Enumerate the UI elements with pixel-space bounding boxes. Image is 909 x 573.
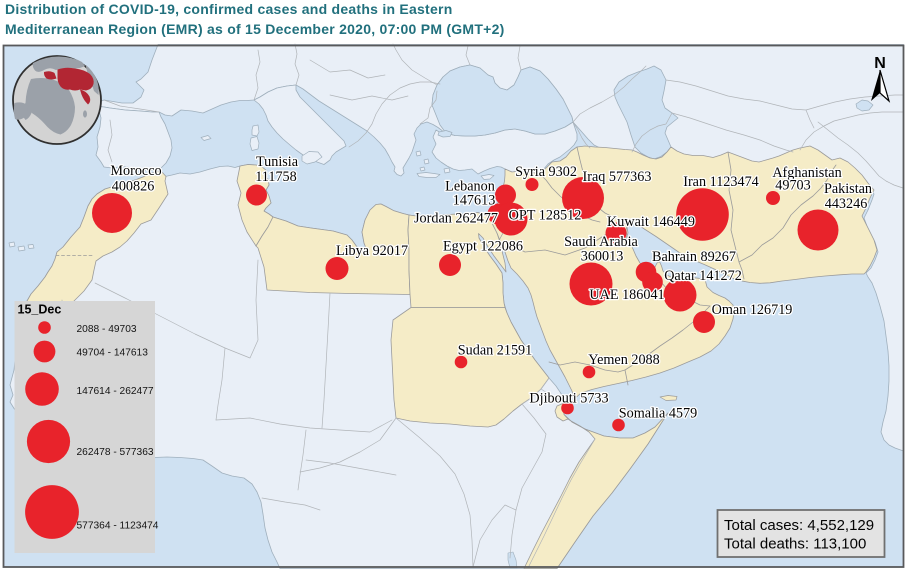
svg-text:Libya 92017: Libya 92017 xyxy=(336,243,408,259)
svg-text:147613: 147613 xyxy=(453,193,496,209)
svg-text:Egypt 122086: Egypt 122086 xyxy=(443,239,523,255)
svg-text:Oman 126719: Oman 126719 xyxy=(712,302,793,318)
svg-text:2088 - 49703: 2088 - 49703 xyxy=(77,324,137,335)
svg-text:Syria 9302: Syria 9302 xyxy=(515,164,577,180)
svg-text:Yemen 2088: Yemen 2088 xyxy=(588,352,659,368)
svg-text:400826: 400826 xyxy=(112,179,155,195)
svg-text:Bahrain 89267: Bahrain 89267 xyxy=(652,249,736,265)
svg-text:UAE 186041: UAE 186041 xyxy=(589,287,664,303)
svg-text:Kuwait 146449: Kuwait 146449 xyxy=(607,214,695,230)
svg-text:N: N xyxy=(874,55,886,72)
svg-text:443246: 443246 xyxy=(825,196,868,212)
svg-text:Total deaths: 113,100: Total deaths: 113,100 xyxy=(724,536,866,553)
svg-text:15_Dec: 15_Dec xyxy=(18,303,62,317)
svg-text:Afghanistan: Afghanistan xyxy=(772,165,841,181)
svg-text:Somalia 4579: Somalia 4579 xyxy=(619,406,697,422)
svg-text:147614 - 262477: 147614 - 262477 xyxy=(77,386,154,397)
svg-text:Sudan 21591: Sudan 21591 xyxy=(458,343,532,359)
svg-text:360013: 360013 xyxy=(581,249,624,265)
svg-text:OPT 128512: OPT 128512 xyxy=(509,208,582,224)
svg-text:Morocco: Morocco xyxy=(110,163,161,179)
svg-text:Jordan 262477: Jordan 262477 xyxy=(414,211,498,227)
svg-text:Djibouti 5733: Djibouti 5733 xyxy=(529,391,608,407)
svg-text:Iran 1123474: Iran 1123474 xyxy=(683,174,759,190)
svg-text:Total cases: 4,552,129: Total cases: 4,552,129 xyxy=(724,517,874,534)
svg-text:262478 - 577363: 262478 - 577363 xyxy=(77,447,154,458)
svg-text:Tunisia: Tunisia xyxy=(256,154,299,170)
svg-text:Saudi Arabia: Saudi Arabia xyxy=(564,234,638,250)
svg-text:577364 - 1123474: 577364 - 1123474 xyxy=(77,521,159,532)
svg-text:49704 - 147613: 49704 - 147613 xyxy=(77,348,149,359)
svg-text:Iraq 577363: Iraq 577363 xyxy=(583,169,652,185)
svg-text:49703: 49703 xyxy=(775,178,810,194)
svg-text:Lebanon: Lebanon xyxy=(445,179,495,195)
svg-text:111758: 111758 xyxy=(255,169,297,185)
svg-text:Pakistan: Pakistan xyxy=(824,181,872,197)
svg-text:Qatar 141272: Qatar 141272 xyxy=(664,268,742,284)
